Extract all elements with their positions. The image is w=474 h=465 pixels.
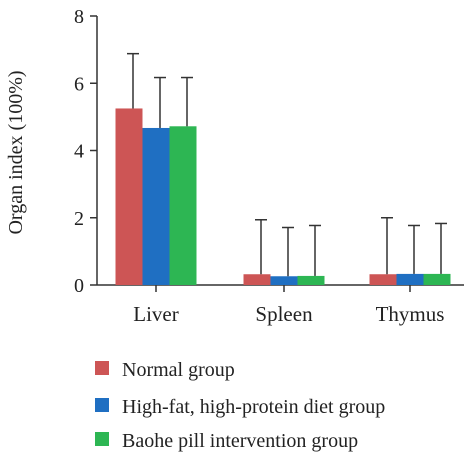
bar-spleen-series-2 [270,276,298,285]
bar-liver-series-2 [142,127,170,285]
legend-swatch [95,361,109,375]
x-tick-label-liver: Liver [133,302,178,326]
bar-thymus-series-1 [369,274,397,285]
x-tick-label-spleen: Spleen [255,302,313,326]
x-tick-labels: Liver Spleen Thymus [133,285,444,326]
legend-swatch [95,432,109,446]
legend-label: Baohe pill intervention group [122,430,358,452]
bar-spleen-series-3 [297,275,325,285]
y-tick-label: 2 [74,208,84,230]
bars [115,108,451,285]
x-tick-label-thymus: Thymus [376,302,445,326]
bar-thymus-series-2 [396,273,424,285]
legend-swatch [95,398,109,412]
y-tick-label: 0 [74,275,84,297]
legend-label: Normal group [122,359,235,381]
y-ticks: 0 2 4 6 8 [74,6,97,297]
legend-label: High-fat, high-protein diet group [122,396,385,418]
bar-thymus-series-3 [423,273,451,285]
y-axis-label: Organ index (100%) [5,70,27,234]
y-tick-label: 4 [74,141,84,163]
error-bars [127,52,447,277]
legend: Normal group High-fat, high-protein diet … [95,359,385,452]
y-tick-label: 6 [74,73,84,95]
bar-liver-series-3 [169,126,197,285]
bar-spleen-series-1 [243,274,271,285]
bar-liver-series-1 [115,108,143,285]
y-tick-label: 8 [74,6,84,28]
